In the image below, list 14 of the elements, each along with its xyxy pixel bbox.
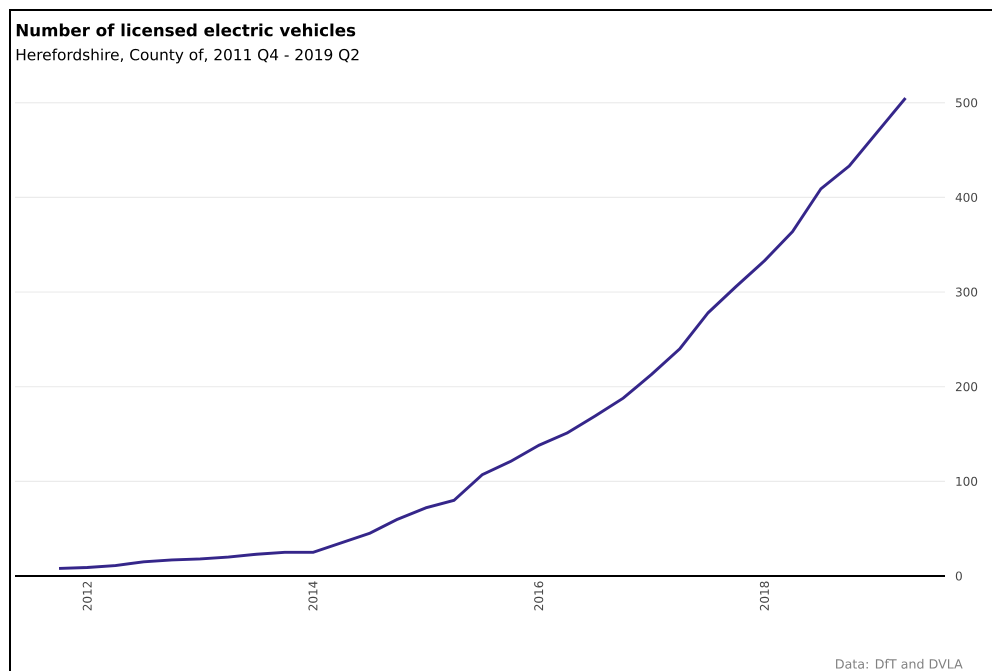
line-series xyxy=(58,96,907,570)
x-tick-label: 2018 xyxy=(760,582,769,610)
x-tick-label: 2014 xyxy=(308,581,318,610)
x-tick-label: 2012 xyxy=(82,582,92,610)
text: Herefordshire, County of, 2011 Q4 - 2019 Q2 xyxy=(16,48,358,64)
y-tick-label: 500 xyxy=(956,98,978,108)
y-tick-label: 0 xyxy=(956,571,962,581)
y-tick-label: 200 xyxy=(956,382,978,392)
text: Number of licensed electric vehicles xyxy=(16,24,356,36)
text: Data: DfT and DVLA xyxy=(836,658,963,669)
x-tick-label: 2016 xyxy=(534,581,544,610)
y-tick-label: 100 xyxy=(956,476,978,486)
y-tick-label: 400 xyxy=(956,192,978,202)
y-tick-label: 300 xyxy=(956,288,978,297)
